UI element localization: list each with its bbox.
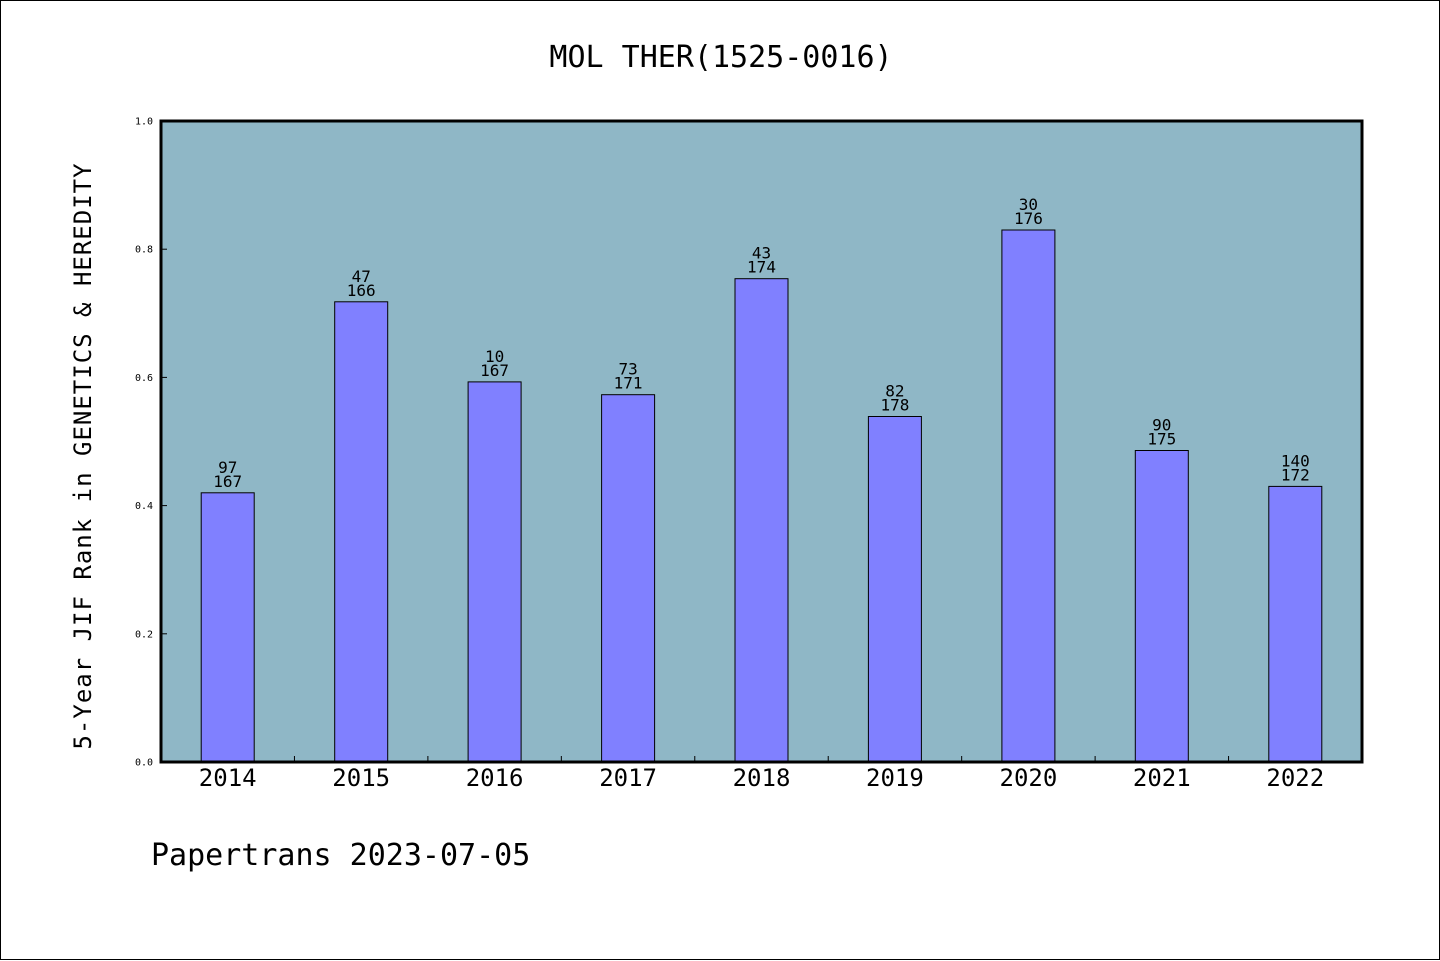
- y-tick-label: 0.6: [135, 373, 153, 384]
- data-label-rank-2014: 97: [218, 458, 237, 477]
- bar-2020: [1001, 229, 1056, 763]
- y-tick-label: 1.0: [135, 117, 153, 128]
- footer-source-date: Papertrans 2023-07-05: [151, 838, 530, 873]
- x-axis: 2014 2015 2016 2017 2018 2019 2020 2021 2022: [199, 756, 1324, 792]
- data-label-rank-2019: 82: [885, 382, 904, 401]
- y-axis: 0.0 0.2 0.4 0.6 0.8 1.0: [135, 117, 167, 769]
- data-label-total-2022: 172: [1281, 465, 1310, 484]
- data-label-rank-2018: 43: [752, 244, 771, 263]
- x-tick-label-2016: 2016: [466, 764, 524, 792]
- data-label-rank-2022: 140: [1281, 451, 1310, 470]
- data-label-total-2015: 166: [347, 281, 376, 300]
- data-label-total-2014: 167: [213, 472, 242, 491]
- bar-2021: [1134, 450, 1189, 763]
- data-label-rank-2017: 73: [618, 360, 637, 379]
- y-tick-label: 0.4: [135, 501, 153, 512]
- plot-border: [159, 119, 1364, 764]
- data-label-total-2018: 174: [747, 258, 776, 277]
- x-tick-label-2019: 2019: [866, 764, 924, 792]
- x-tick-label-2017: 2017: [599, 764, 657, 792]
- y-axis-label: 5-Year JIF Rank in GENETICS & HEREDITY: [69, 162, 97, 749]
- bar-2014: [200, 492, 255, 763]
- bar-2018: [734, 278, 789, 763]
- x-tick-label-2022: 2022: [1266, 764, 1324, 792]
- data-label-total-2020: 176: [1014, 209, 1043, 228]
- data-label-total-2021: 175: [1147, 430, 1176, 449]
- data-label-rank-2016: 10: [485, 347, 504, 366]
- data-label-rank-2015: 47: [352, 267, 371, 286]
- bar-2017: [601, 394, 656, 763]
- y-tick-label: 0.0: [135, 758, 153, 769]
- data-label-total-2017: 171: [614, 374, 643, 393]
- bar-2022: [1268, 485, 1323, 763]
- x-tick-label-2018: 2018: [733, 764, 791, 792]
- y-tick-label: 0.2: [135, 629, 153, 640]
- x-tick-label-2021: 2021: [1133, 764, 1191, 792]
- data-label-total-2016: 167: [480, 361, 509, 380]
- x-tick-label-2015: 2015: [332, 764, 390, 792]
- chart-title: MOL THER(1525-0016): [549, 40, 892, 75]
- data-label-rank-2021: 90: [1152, 416, 1171, 435]
- bar-2019: [867, 416, 922, 763]
- bar-2016: [467, 381, 522, 763]
- data-label-total-2019: 178: [880, 396, 909, 415]
- x-tick-label-2014: 2014: [199, 764, 257, 792]
- x-tick-label-2020: 2020: [1000, 764, 1058, 792]
- bar-2015: [334, 301, 389, 763]
- y-tick-label: 0.8: [135, 245, 153, 256]
- data-label-rank-2020: 30: [1019, 195, 1038, 214]
